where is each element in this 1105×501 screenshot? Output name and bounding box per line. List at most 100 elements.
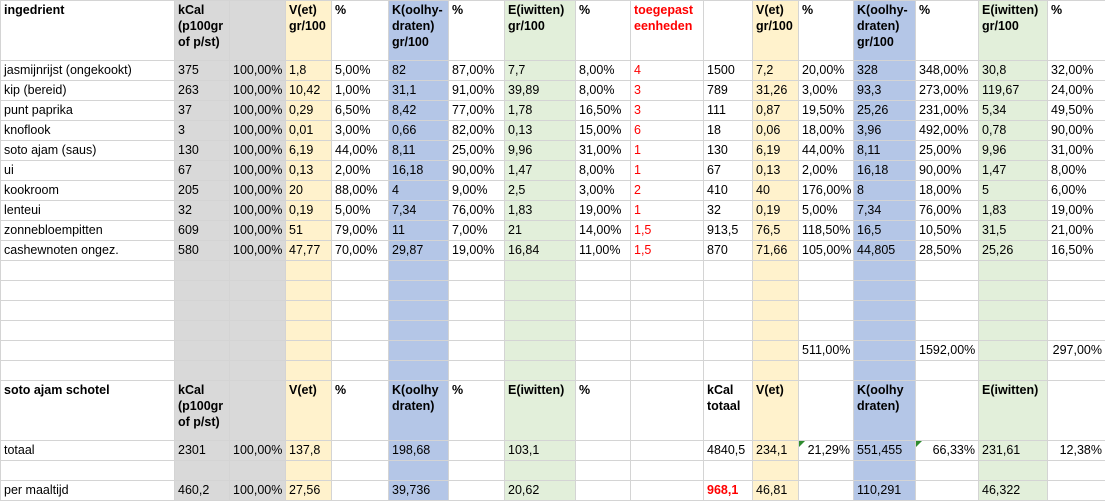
cell: 51 bbox=[285, 220, 332, 241]
cell: 375 bbox=[174, 60, 230, 81]
cell bbox=[853, 260, 916, 281]
cell: 76,00% bbox=[915, 200, 979, 221]
cell: 44,00% bbox=[331, 140, 389, 161]
cell: 20,00% bbox=[798, 60, 854, 81]
cell bbox=[331, 300, 389, 321]
cell bbox=[285, 300, 332, 321]
cell: 11 bbox=[388, 220, 449, 241]
cell: 2 bbox=[630, 180, 704, 201]
cell: 0,66 bbox=[388, 120, 449, 141]
cell: 0,78 bbox=[978, 120, 1048, 141]
cell bbox=[575, 460, 631, 481]
cell: 580 bbox=[174, 240, 230, 261]
cell: 410 bbox=[703, 180, 753, 201]
cell: 67 bbox=[174, 160, 230, 181]
cell: cashewnoten ongez. bbox=[0, 240, 175, 261]
cell bbox=[798, 460, 854, 481]
cell: 460,2 bbox=[174, 480, 230, 501]
cell bbox=[285, 360, 332, 381]
cell bbox=[0, 280, 175, 301]
cell: 4 bbox=[630, 60, 704, 81]
cell: 8,00% bbox=[575, 160, 631, 181]
cell bbox=[504, 460, 576, 481]
sheet-row: soto ajam schotel kCal (p100gr of p/st) V(… bbox=[0, 380, 1105, 441]
sheet-row bbox=[0, 300, 1105, 321]
cell bbox=[504, 260, 576, 281]
cell bbox=[752, 460, 799, 481]
cell: 8 bbox=[853, 180, 916, 201]
cell: 3 bbox=[630, 80, 704, 101]
header-cell: kCal (p100gr of p/st) bbox=[174, 0, 230, 61]
cell: 492,00% bbox=[915, 120, 979, 141]
cell bbox=[630, 340, 704, 361]
cell: 0,87 bbox=[752, 100, 799, 121]
cell: 39,89 bbox=[504, 80, 576, 101]
cell bbox=[798, 260, 854, 281]
cell: 9,96 bbox=[504, 140, 576, 161]
cell bbox=[504, 320, 576, 341]
cell: 7,34 bbox=[388, 200, 449, 221]
header-cell: soto ajam schotel bbox=[0, 380, 175, 441]
header-cell: % bbox=[798, 0, 854, 61]
cell bbox=[1047, 360, 1105, 381]
cell bbox=[331, 320, 389, 341]
cell bbox=[853, 300, 916, 321]
cell bbox=[703, 320, 753, 341]
cell bbox=[1047, 480, 1105, 501]
cell: 10,50% bbox=[915, 220, 979, 241]
cell: 100,00% bbox=[229, 140, 286, 161]
cell: 18 bbox=[703, 120, 753, 141]
sheet-row: punt paprika 37 100,00% 0,29 6,50% 8,42 77,00%… bbox=[0, 100, 1105, 121]
cell: 87,00% bbox=[448, 60, 505, 81]
header-cell: toegepast eenheden bbox=[630, 0, 704, 61]
cell bbox=[978, 300, 1048, 321]
cell bbox=[915, 320, 979, 341]
cell: 1500 bbox=[703, 60, 753, 81]
cell: 19,00% bbox=[575, 200, 631, 221]
cell: 25,00% bbox=[448, 140, 505, 161]
cell: 100,00% bbox=[229, 480, 286, 501]
cell: 8,00% bbox=[575, 60, 631, 81]
cell: 79,00% bbox=[331, 220, 389, 241]
header-cell bbox=[630, 380, 704, 441]
cell bbox=[1047, 320, 1105, 341]
cell bbox=[229, 340, 286, 361]
cell bbox=[0, 460, 175, 481]
cell: 1,83 bbox=[504, 200, 576, 221]
cell: per maaltijd bbox=[0, 480, 175, 501]
cell: soto ajam (saus) bbox=[0, 140, 175, 161]
cell: 0,19 bbox=[752, 200, 799, 221]
cell bbox=[630, 300, 704, 321]
cell bbox=[798, 280, 854, 301]
header-cell bbox=[915, 380, 979, 441]
cell bbox=[0, 300, 175, 321]
cell: 8,00% bbox=[575, 80, 631, 101]
cell: 1,47 bbox=[978, 160, 1048, 181]
cell: 130 bbox=[174, 140, 230, 161]
header-cell: E(iwitten) bbox=[504, 380, 576, 441]
cell bbox=[229, 300, 286, 321]
cell bbox=[174, 360, 230, 381]
cell: 7,7 bbox=[504, 60, 576, 81]
cell bbox=[285, 260, 332, 281]
cell: knoflook bbox=[0, 120, 175, 141]
header-cell: kCal totaal bbox=[703, 380, 753, 441]
cell: 0,19 bbox=[285, 200, 332, 221]
cell: 49,50% bbox=[1047, 100, 1105, 121]
cell: kip (bereid) bbox=[0, 80, 175, 101]
cell: 31,00% bbox=[575, 140, 631, 161]
cell: punt paprika bbox=[0, 100, 175, 121]
cell: 4840,5 bbox=[703, 440, 753, 461]
cell bbox=[285, 460, 332, 481]
cell: 70,00% bbox=[331, 240, 389, 261]
cell: 9,96 bbox=[978, 140, 1048, 161]
cell bbox=[703, 460, 753, 481]
cell: 1,78 bbox=[504, 100, 576, 121]
cell: 32,00% bbox=[1047, 60, 1105, 81]
cell: 46,322 bbox=[978, 480, 1048, 501]
cell: 198,68 bbox=[388, 440, 449, 461]
cell: 100,00% bbox=[229, 200, 286, 221]
cell: 234,1 bbox=[752, 440, 799, 461]
cell: 3 bbox=[174, 120, 230, 141]
cell bbox=[798, 360, 854, 381]
